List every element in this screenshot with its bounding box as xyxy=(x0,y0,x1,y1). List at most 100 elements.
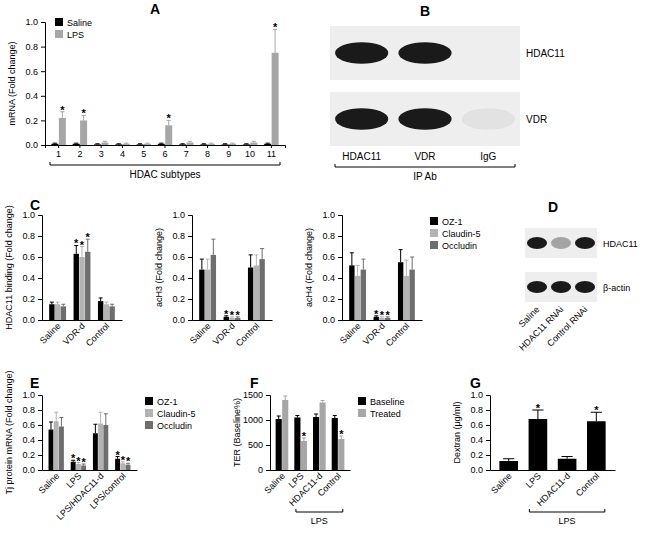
panel-letter: A xyxy=(150,1,160,17)
y-tick-mark xyxy=(486,395,490,396)
x-tick: 11 xyxy=(267,145,276,159)
x-tick-label: LPS/control xyxy=(88,471,128,511)
x-tick-mark xyxy=(143,145,144,148)
error-bar xyxy=(138,143,142,145)
bar xyxy=(208,144,215,145)
y-tick-label: 0.4 xyxy=(22,435,35,445)
chart-panel: 0.00.20.40.60.81.0SalineLPSLPS/HDAC11-dL… xyxy=(4,370,196,522)
y-tick-label: 0.0 xyxy=(322,315,335,325)
y-tick-label: 1.0 xyxy=(172,210,185,220)
x-tick: 10 xyxy=(245,145,255,159)
error-bar xyxy=(53,143,57,145)
y-tick: 0.0 xyxy=(322,315,342,325)
x-axis: SalineLPSHDAC11-dControl xyxy=(489,470,616,508)
bar xyxy=(73,144,80,145)
significance-marker: * xyxy=(236,309,241,321)
y-tick-mark xyxy=(41,22,45,23)
y-tick: 0.4 xyxy=(470,435,490,445)
y-tick: 0.6 xyxy=(22,252,42,262)
legend-label: Claudin-5 xyxy=(442,229,481,239)
error-bar xyxy=(211,239,215,255)
error-bar xyxy=(266,143,270,145)
bar xyxy=(398,262,403,320)
bar xyxy=(301,441,307,470)
figure: 0.00.20.40.60.81.01234567891011****mRNA … xyxy=(0,0,650,548)
y-axis-title: Tj protein mRNA (Fold change) xyxy=(4,370,14,494)
legend-swatch xyxy=(145,421,153,429)
x-tick-mark xyxy=(271,145,272,148)
y-tick: 0.0 xyxy=(22,465,42,475)
x-tick-label: LPS xyxy=(64,471,83,490)
x-axis: SalineLPSLPS/HDAC11-dLPS/control xyxy=(36,470,137,522)
blot-background xyxy=(525,272,597,302)
chart-panel: 0.00.20.40.60.81.0SalineLPSHDAC11-dContr… xyxy=(452,375,616,526)
legend-entry: Claudin-5 xyxy=(430,229,481,239)
blot-row-label: HDAC11 xyxy=(526,48,565,59)
x-tick: Saline xyxy=(38,320,63,346)
x-tick-label: Saline xyxy=(188,321,213,346)
y-tick-label: 0.2 xyxy=(172,294,185,304)
y-axis: 0.00.20.40.60.81.0 xyxy=(172,210,192,325)
x-tick: 4 xyxy=(120,145,125,159)
x-tick-label: HDAC11-d xyxy=(535,471,572,508)
bar xyxy=(587,421,606,470)
y-tick-label: 0.8 xyxy=(25,42,38,52)
legend-label: OZ-1 xyxy=(157,397,178,407)
y-axis-title: acH4 (Fold change) xyxy=(304,228,314,307)
y-tick-mark xyxy=(41,71,45,72)
bar xyxy=(179,144,186,145)
error-bar xyxy=(249,255,253,268)
bar xyxy=(264,144,271,145)
x-tick-mark xyxy=(58,145,59,148)
error-bar xyxy=(50,302,54,304)
blot-row-label: VDR xyxy=(526,114,547,125)
y-tick: 0.2 xyxy=(25,116,45,126)
x-tick: Saline xyxy=(262,470,287,496)
x-tick: VDR-d xyxy=(61,320,87,347)
y-tick-mark xyxy=(38,440,42,441)
y-tick-label: 0.4 xyxy=(25,91,38,101)
bar xyxy=(409,270,414,320)
x-tick-mark xyxy=(228,145,229,148)
y-axis-title: TER (Baseline%) xyxy=(232,398,242,467)
x-tick: 7 xyxy=(184,145,189,159)
y-tick-label: 0.6 xyxy=(470,420,483,430)
y-tick-mark xyxy=(266,420,270,421)
error-bar xyxy=(56,302,60,304)
error-bar xyxy=(333,416,337,419)
error-bar xyxy=(180,143,184,145)
blot-panel: HDAC11VDRHDAC11VDRIgGIP AbB xyxy=(330,3,565,182)
error-bar xyxy=(321,401,325,403)
y-axis: 050010001500 xyxy=(243,390,271,475)
x-axis: SalineLPSHDAC11-dControl xyxy=(262,470,350,508)
x-tick: Saline xyxy=(489,470,514,496)
y-tick: 0.2 xyxy=(470,450,490,460)
x-tick: Control xyxy=(234,320,262,348)
blot-background xyxy=(525,228,597,258)
legend-entry: Baseline xyxy=(358,397,405,407)
legend-entry: Treated xyxy=(358,409,401,419)
bar xyxy=(49,304,54,320)
x-tick-label: 7 xyxy=(184,149,189,159)
x-tick-mark xyxy=(122,145,123,148)
group-bracket xyxy=(529,509,604,512)
x-tick-label: 6 xyxy=(162,149,167,159)
significance-marker: * xyxy=(81,456,86,468)
error-bar xyxy=(99,298,103,301)
y-tick-label: 500 xyxy=(248,440,263,450)
bar xyxy=(165,125,172,145)
y-tick-label: 0.0 xyxy=(22,465,35,475)
y-tick: 1.0 xyxy=(322,210,342,220)
y-tick: 1.0 xyxy=(25,17,45,27)
chart-panel: 050010001500SalineLPSHDAC11-dControl**TE… xyxy=(232,375,405,526)
error-bar xyxy=(562,457,573,459)
y-tick: 0.8 xyxy=(172,231,192,241)
y-tick-mark xyxy=(486,455,490,456)
y-axis: 0.00.20.40.60.81.0 xyxy=(22,390,42,475)
x-axis-title: HDAC subtypes xyxy=(129,169,200,180)
legend-entry: Occludin xyxy=(430,241,477,251)
legend: OZ-1Claudin-5Occludin xyxy=(145,397,196,431)
y-tick-mark xyxy=(338,320,342,321)
y-axis-title: Dextran (μg/ml) xyxy=(452,401,462,463)
y-tick: 0.4 xyxy=(22,435,42,445)
